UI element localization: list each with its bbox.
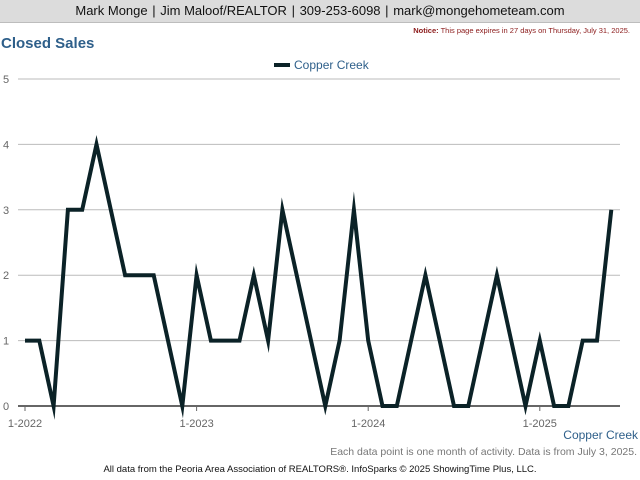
x-tick-label: 1-2022 (8, 418, 42, 430)
separator: | (291, 3, 295, 18)
grid-lines (18, 78, 620, 407)
agent-contact-bar: Mark Monge | Jim Maloof/REALTOR | 309-25… (0, 0, 640, 23)
x-tick-label: 1-2025 (523, 418, 557, 430)
chart-legend: Copper Creek (274, 58, 370, 72)
series-lines (25, 135, 614, 420)
y-axis-ticks: 0 1 2 3 4 5 (3, 74, 9, 413)
chart-title: Closed Sales (1, 35, 95, 52)
series-line (25, 135, 614, 420)
x-axis-ticks: 1-2022 1-2023 1-2024 1-2025 (8, 406, 557, 430)
data-footnote: Each data point is one month of activity… (330, 446, 637, 458)
notice-label: Notice: (413, 26, 439, 35)
agent-phone[interactable]: 309-253-6098 (299, 3, 381, 18)
separator: | (152, 3, 156, 18)
expiry-notice: Notice: This page expires in 27 days on … (413, 26, 630, 35)
y-tick-label: 1 (3, 336, 9, 348)
y-tick-label: 4 (3, 139, 9, 151)
agent-email[interactable]: mark@mongehometeam.com (393, 3, 565, 18)
legend-label: Copper Creek (294, 58, 370, 72)
x-tick-label: 1-2024 (351, 418, 385, 430)
y-tick-label: 3 (3, 205, 9, 217)
x-tick-label: 1-2023 (179, 418, 213, 430)
y-tick-label: 2 (3, 270, 9, 282)
copyright-footer: All data from the Peoria Area Associatio… (103, 464, 537, 475)
y-tick-label: 5 (3, 74, 9, 86)
separator: | (385, 3, 389, 18)
notice-text: This page expires in 27 days on Thursday… (440, 26, 630, 35)
agent-name: Mark Monge (75, 3, 148, 18)
series-name-label: Copper Creek (563, 428, 638, 442)
y-tick-label: 0 (3, 401, 9, 413)
agency-name: Jim Maloof/REALTOR (160, 3, 287, 18)
